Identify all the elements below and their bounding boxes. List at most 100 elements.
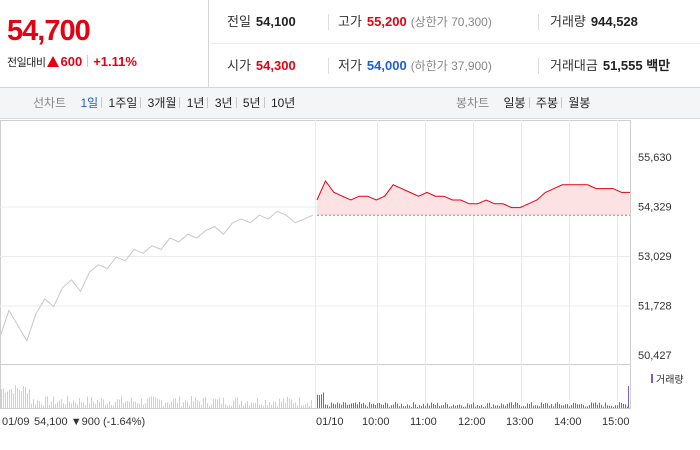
volume-bar xyxy=(469,404,470,408)
volume-bar xyxy=(437,402,438,408)
period-10y-tab[interactable]: 10년 xyxy=(270,96,296,110)
volume-bar xyxy=(403,406,404,408)
volume-bar xyxy=(67,396,68,408)
volume-bar xyxy=(539,406,540,408)
volume-bar xyxy=(103,399,104,408)
volume-bar xyxy=(415,404,416,408)
volume-bar xyxy=(563,405,564,408)
volume-bar xyxy=(509,402,510,408)
volume-bar xyxy=(491,406,492,408)
volume-bar xyxy=(321,394,322,408)
volume-bar xyxy=(105,404,106,408)
volume-bar xyxy=(69,401,70,408)
divider xyxy=(207,97,209,108)
volume-bar xyxy=(583,405,584,408)
volume-bar xyxy=(425,405,426,408)
volume-bar xyxy=(129,401,130,408)
candle-chart-group-label: 봉차트 xyxy=(456,96,490,110)
stats-row: 시가 54,300 저가 54,000 (하한가 37,900) 거래대금 51,555… xyxy=(210,44,700,88)
volume-bar xyxy=(575,403,576,408)
period-3y-tab[interactable]: 3년 xyxy=(214,96,233,110)
volume-bar xyxy=(343,402,344,408)
volume-bar xyxy=(43,405,44,408)
stat-high: 고가 55,200 (상한가 70,300) xyxy=(338,0,492,44)
volume-bar xyxy=(227,405,228,408)
volume-bar xyxy=(59,400,60,408)
volume-bar xyxy=(621,402,622,408)
divider xyxy=(235,97,237,108)
volume-bar xyxy=(295,402,296,408)
volume-bar xyxy=(611,405,612,408)
volume-bar xyxy=(423,403,424,408)
stat-key: 거래량 xyxy=(550,14,586,29)
volume-bar xyxy=(207,403,208,408)
period-3m-tab[interactable]: 3개월 xyxy=(147,96,177,110)
stat-prev-close: 전일 54,100 xyxy=(227,0,296,44)
volume-bar xyxy=(599,402,600,408)
volume-bar xyxy=(157,398,158,408)
price-chart[interactable]: 55,630 54,329 53,029 51,728 50,427 01/09 01/10… xyxy=(0,120,700,450)
volume-bar xyxy=(487,403,488,408)
volume-bar xyxy=(327,404,328,408)
volume-bar xyxy=(119,399,120,408)
volume-bar xyxy=(471,404,472,408)
volume-bar xyxy=(187,401,188,408)
volume-bar xyxy=(57,401,58,408)
volume-bar xyxy=(29,389,30,408)
volume-bar xyxy=(17,388,18,408)
volume-bar xyxy=(279,398,280,408)
volume-bar xyxy=(257,398,258,408)
volume-bar xyxy=(217,399,218,408)
divider xyxy=(101,97,103,108)
grid xyxy=(0,120,631,409)
volume-bar xyxy=(255,403,256,408)
volume-bar xyxy=(535,405,536,408)
volume-bar xyxy=(435,405,436,408)
stat-note: (하한가 37,900) xyxy=(410,59,492,73)
candle-monthly-tab[interactable]: 월봉 xyxy=(568,96,591,110)
volume-bar xyxy=(101,398,102,408)
volume-bar xyxy=(549,405,550,408)
volume-bar xyxy=(65,404,66,408)
volume-bar xyxy=(531,402,532,408)
volume-bar xyxy=(213,398,214,408)
candle-daily-tab[interactable]: 일봉 xyxy=(503,96,526,110)
volume-bar xyxy=(623,403,624,408)
volume-bar xyxy=(23,386,24,408)
volume-bar xyxy=(299,397,300,408)
period-1d-tab[interactable]: 1일 xyxy=(80,96,99,110)
volume-bar xyxy=(249,405,250,408)
volume-bar xyxy=(41,404,42,408)
candle-weekly-tab[interactable]: 주봉 xyxy=(535,96,558,110)
volume-bar xyxy=(527,403,528,408)
stat-key: 저가 xyxy=(338,58,362,73)
volume-bar xyxy=(329,406,330,408)
volume-bar xyxy=(145,403,146,408)
volume-bar xyxy=(155,397,156,408)
period-5y-tab[interactable]: 5년 xyxy=(242,96,261,110)
stat-key: 거래대금 xyxy=(550,58,598,73)
period-1w-tab[interactable]: 1주일 xyxy=(108,96,138,110)
stat-value: 55,200 xyxy=(366,14,407,29)
volume-bar xyxy=(297,405,298,408)
volume-bar xyxy=(417,406,418,408)
period-1y-tab[interactable]: 1년 xyxy=(186,96,205,110)
volume-bar xyxy=(547,403,548,408)
volume-bar xyxy=(229,405,230,408)
y-tick-label: 53,029 xyxy=(638,251,672,263)
volume-bar xyxy=(433,404,434,408)
volume-bar xyxy=(485,406,486,408)
volume-bar xyxy=(395,402,396,408)
volume-bar xyxy=(505,405,506,408)
volume-bar xyxy=(511,402,512,408)
volume-bar xyxy=(61,399,62,408)
x-tick-label: 01/09 xyxy=(2,416,30,428)
volume-bar xyxy=(445,402,446,408)
volume-bar xyxy=(591,402,592,408)
volume-bars xyxy=(1,385,629,408)
volume-bar xyxy=(111,405,112,408)
volume-bar xyxy=(89,403,90,408)
volume-bar xyxy=(593,403,594,408)
volume-bar xyxy=(85,405,86,408)
volume-bar xyxy=(253,403,254,408)
